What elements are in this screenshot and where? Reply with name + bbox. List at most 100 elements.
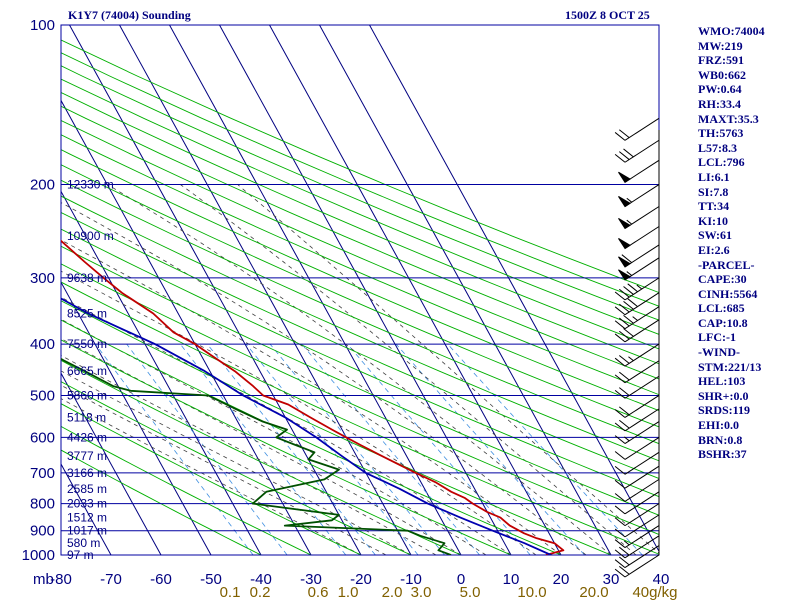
mixing-ratio-label: 0.1 bbox=[220, 584, 241, 600]
height-label: 6665 m bbox=[67, 364, 107, 378]
moist-adiabat-line bbox=[61, 270, 537, 555]
index-item: MAXT:35.3 bbox=[698, 111, 759, 126]
temperature-tick-label: 0 bbox=[457, 571, 465, 588]
wind-barb bbox=[614, 343, 660, 367]
wind-barb bbox=[614, 437, 660, 460]
wind-barb bbox=[614, 478, 660, 502]
dewpoint-trace bbox=[61, 357, 452, 555]
sounding-traces bbox=[61, 239, 565, 555]
dry-adiabat-line bbox=[61, 91, 659, 350]
pressure-tick-label: 900 bbox=[30, 523, 55, 540]
dry-adiabat-line bbox=[61, 300, 612, 555]
wind-barb-column bbox=[614, 117, 660, 578]
temperature-tick-label: -50 bbox=[200, 571, 222, 588]
dry-adiabat-line bbox=[61, 195, 659, 462]
temperature-tick-label: -40 bbox=[250, 571, 272, 588]
index-item: BSHR:37 bbox=[698, 447, 747, 462]
index-item: L57:8.3 bbox=[698, 140, 737, 155]
valid-time: 1500Z 8 OCT 25 bbox=[565, 8, 650, 22]
wind-barb bbox=[614, 375, 660, 399]
mixing-ratio-label: 0.2 bbox=[250, 584, 271, 600]
dry-adiabat-line bbox=[61, 211, 659, 479]
pressure-tick-label: 400 bbox=[30, 336, 55, 353]
wind-barb bbox=[614, 465, 660, 489]
mixing-ratio-line bbox=[95, 343, 254, 555]
index-item: -WIND- bbox=[698, 345, 740, 360]
index-item: PW:0.64 bbox=[698, 82, 742, 97]
mixing-ratio-label: 1.0 bbox=[338, 584, 359, 600]
index-item: STM:221/13 bbox=[698, 359, 762, 374]
isotherm-line bbox=[61, 463, 112, 555]
wind-barb bbox=[614, 514, 660, 538]
index-item: CAP:10.8 bbox=[698, 315, 748, 330]
index-item: EHI:0.0 bbox=[698, 418, 740, 433]
index-item: -PARCEL- bbox=[698, 257, 755, 272]
index-item: HEL:103 bbox=[698, 374, 746, 389]
isotherm-line bbox=[369, 25, 659, 553]
height-labels: 12330 m 10900 m 9638 m 8525 m 7550 m 6665 m 58… bbox=[67, 178, 114, 562]
wind-barb bbox=[614, 554, 660, 578]
wind-barb bbox=[614, 545, 660, 569]
index-item: WB0:662 bbox=[698, 67, 746, 82]
pressure-tick-label: 800 bbox=[30, 496, 55, 513]
height-label: 1017 m bbox=[67, 524, 107, 538]
wind-barb bbox=[614, 306, 660, 330]
isotherm-line bbox=[61, 190, 262, 555]
dry-adiabat-line bbox=[61, 52, 659, 307]
wind-barb bbox=[618, 244, 660, 268]
height-label: 2033 m bbox=[67, 497, 107, 511]
dry-adiabat-line bbox=[61, 263, 659, 535]
wind-barb bbox=[614, 408, 660, 432]
height-label: 1512 m bbox=[67, 511, 107, 525]
mixing-ratio-label: 10.0 bbox=[517, 584, 546, 600]
dry-adiabat-line bbox=[61, 65, 659, 321]
index-item: MW:219 bbox=[698, 38, 743, 53]
height-label: 8525 m bbox=[67, 306, 107, 320]
pressure-tick-label: 600 bbox=[30, 429, 55, 446]
mixing-ratio-label: 3.0 bbox=[411, 584, 432, 600]
height-label: 3777 m bbox=[67, 449, 107, 463]
pressure-tick-label: 500 bbox=[30, 387, 55, 404]
temperature-tick-label: -60 bbox=[150, 571, 172, 588]
mixing-ratio-axis: 0.1 0.2 0.6 1.0 2.0 3.0 5.0 10.0 20.0 40g/kg bbox=[220, 584, 678, 600]
temperature-tick-label: 40 bbox=[653, 571, 670, 588]
wind-barb bbox=[614, 421, 660, 444]
wind-barb bbox=[614, 292, 660, 316]
pressure-tick-label: 1000 bbox=[22, 547, 55, 564]
height-label: 5118 m bbox=[67, 410, 106, 424]
height-label: 4426 m bbox=[67, 430, 107, 444]
height-label: 3166 m bbox=[67, 466, 107, 480]
wind-barb bbox=[618, 159, 660, 183]
isotherm-line bbox=[269, 25, 562, 555]
dry-adiabat-line bbox=[61, 449, 262, 555]
temperature-trace bbox=[61, 239, 565, 555]
mixing-ratio-label: 0.6 bbox=[308, 584, 329, 600]
moist-adiabat-line bbox=[180, 184, 637, 555]
dry-adiabat-line bbox=[61, 105, 659, 365]
height-label: 97 m bbox=[67, 548, 94, 562]
dry-adiabat-line bbox=[61, 281, 659, 555]
temperature-tick-label: 30 bbox=[603, 571, 620, 588]
dry-adiabat-line bbox=[61, 78, 659, 335]
index-item: FRZ:591 bbox=[698, 53, 744, 68]
dry-adiabat-line bbox=[61, 39, 659, 294]
dry-adiabat-line bbox=[61, 179, 659, 445]
dry-adiabat-line bbox=[61, 245, 659, 516]
isotherm-line bbox=[69, 25, 362, 555]
temperature-tick-label: -10 bbox=[400, 571, 422, 588]
dry-adiabat-line bbox=[61, 149, 659, 412]
index-item: SW:61 bbox=[698, 228, 733, 243]
wind-barb bbox=[614, 319, 660, 343]
sounding-indices-panel: WMO:74004 MW:219 FRZ:591 WB0:662 PW:0.64 RH:3… bbox=[698, 24, 798, 462]
dry-adiabat-line bbox=[61, 359, 462, 555]
height-label: 580 m bbox=[67, 536, 100, 550]
parcel-trace bbox=[61, 297, 552, 555]
isotherm-line bbox=[61, 99, 312, 555]
temperature-axis: -80 -70 -60 -50 -40 -30 -20 -10 0 10 20 30 40 bbox=[50, 571, 669, 588]
height-label: 2585 m bbox=[67, 482, 107, 496]
temperature-tick-label: 20 bbox=[553, 571, 570, 588]
isotherm-line bbox=[0, 25, 11, 555]
index-item: KI:10 bbox=[698, 213, 728, 228]
mixing-ratio-line bbox=[126, 343, 288, 555]
